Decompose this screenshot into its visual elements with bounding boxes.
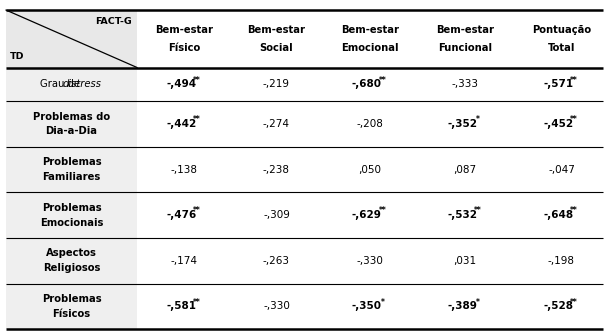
Text: -,532: -,532 — [447, 210, 477, 220]
Text: -,442: -,442 — [166, 119, 197, 129]
Text: -,571: -,571 — [544, 79, 574, 89]
Text: **: ** — [379, 206, 386, 215]
Text: -,389: -,389 — [447, 301, 477, 311]
Text: -,174: -,174 — [171, 256, 198, 266]
Text: Emocionais: Emocionais — [40, 218, 104, 228]
Text: -,350: -,350 — [352, 301, 382, 311]
Text: TD: TD — [10, 52, 24, 61]
Text: **: ** — [571, 115, 578, 124]
Text: Social: Social — [259, 43, 294, 53]
Text: -,494: -,494 — [166, 79, 196, 89]
Text: -,352: -,352 — [447, 119, 477, 129]
Text: Problemas: Problemas — [42, 294, 101, 304]
Text: -,476: -,476 — [166, 210, 197, 220]
Text: **: ** — [193, 298, 201, 307]
Text: ,031: ,031 — [454, 256, 476, 266]
Text: -,648: -,648 — [544, 210, 574, 220]
Text: Físicos: Físicos — [52, 309, 91, 319]
Text: -,581: -,581 — [166, 301, 196, 311]
Text: -,330: -,330 — [356, 256, 383, 266]
Text: Pontuação: Pontuação — [532, 25, 591, 35]
Text: -,138: -,138 — [171, 165, 198, 175]
Text: Funcional: Funcional — [438, 43, 492, 53]
Text: distress: distress — [62, 79, 101, 89]
Text: **: ** — [571, 206, 578, 215]
Text: **: ** — [379, 76, 386, 85]
Text: Problemas do: Problemas do — [33, 112, 110, 122]
Text: -,528: -,528 — [544, 301, 574, 311]
Text: -,452: -,452 — [544, 119, 574, 129]
Text: Dia-a-Dia: Dia-a-Dia — [46, 126, 97, 136]
Text: **: ** — [193, 76, 201, 85]
Text: *: * — [476, 298, 480, 307]
Text: Bem-estar: Bem-estar — [340, 25, 399, 35]
Text: -,330: -,330 — [263, 301, 290, 311]
Text: Religiosos: Religiosos — [43, 263, 100, 273]
Text: **: ** — [193, 206, 201, 215]
Text: Total: Total — [548, 43, 575, 53]
Text: Físico: Físico — [168, 43, 200, 53]
Text: -,219: -,219 — [263, 79, 290, 89]
Text: Problemas: Problemas — [42, 157, 101, 167]
Text: **: ** — [193, 115, 201, 124]
Text: -,629: -,629 — [352, 210, 382, 220]
Text: **: ** — [571, 298, 578, 307]
Text: **: ** — [474, 206, 482, 215]
Text: ,087: ,087 — [454, 165, 476, 175]
Text: -,309: -,309 — [263, 210, 290, 220]
Text: -,333: -,333 — [451, 79, 479, 89]
Text: Grau de: Grau de — [40, 79, 83, 89]
Text: -,047: -,047 — [548, 165, 575, 175]
Text: *: * — [476, 115, 480, 124]
Text: **: ** — [571, 76, 578, 85]
Text: -,680: -,680 — [352, 79, 382, 89]
Text: Bem-estar: Bem-estar — [247, 25, 306, 35]
Text: Bem-estar: Bem-estar — [155, 25, 213, 35]
Text: ,050: ,050 — [358, 165, 381, 175]
Text: -,198: -,198 — [548, 256, 575, 266]
Text: FACT-G: FACT-G — [96, 17, 132, 26]
Text: *: * — [381, 298, 384, 307]
Text: -,238: -,238 — [263, 165, 290, 175]
Text: Familiares: Familiares — [43, 172, 100, 182]
Text: -,208: -,208 — [356, 119, 383, 129]
Text: -,263: -,263 — [263, 256, 290, 266]
Text: -,274: -,274 — [263, 119, 290, 129]
Text: Bem-estar: Bem-estar — [436, 25, 494, 35]
Text: Problemas: Problemas — [42, 203, 101, 213]
Text: Aspectos: Aspectos — [46, 249, 97, 258]
Text: Emocional: Emocional — [341, 43, 398, 53]
